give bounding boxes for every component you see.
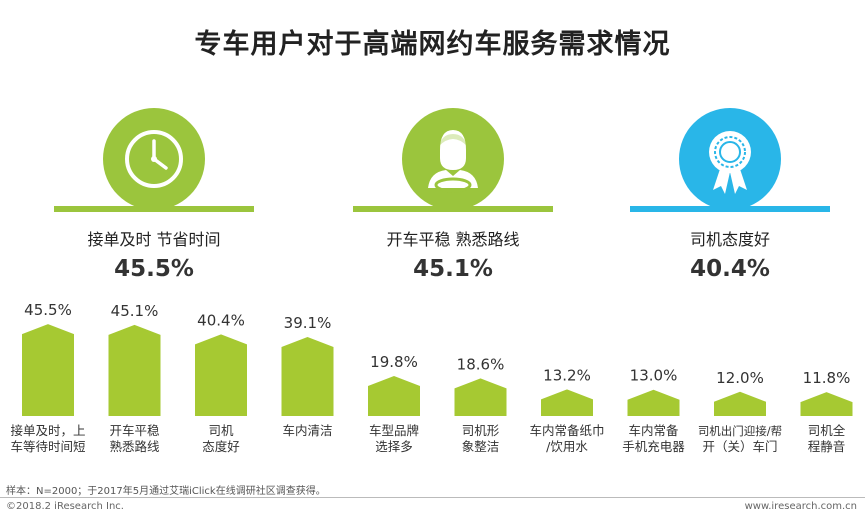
bar-10 [800,392,853,416]
category-label-2-line-1: 开车平稳 [109,423,160,438]
bar-9 [714,391,766,416]
award-ribbon-icon [709,131,751,194]
bar-4 [281,337,334,416]
driver-icon [428,130,478,193]
category-label-3-line-1: 司机 [208,423,234,438]
value-label-5: 19.8% [370,353,418,371]
category-label-5-line-2: 选择多 [375,439,413,454]
footnote: 样本：N=2000；于2017年5月通过艾瑞iClick在线调研社区调查获得。 [6,486,326,497]
category-label-5-line-1: 车型品牌 [369,423,419,438]
clock-icon [125,130,183,188]
bar-6 [454,378,507,416]
highlight-value: 40.4% [690,256,770,282]
value-label-10: 11.8% [803,369,851,387]
highlight-value: 45.1% [413,256,493,282]
value-label-8: 13.0% [630,367,678,385]
category-label-3-line-2: 态度好 [202,439,240,454]
value-label-6: 18.6% [457,355,505,373]
bar-8 [627,389,680,416]
category-label-4-line-1: 车内清洁 [282,423,332,438]
bar-1 [22,324,74,416]
highlight-label: 开车平稳 熟悉路线 [386,230,520,249]
category-label-9-line-1: 司机出门迎接/帮 [698,424,782,438]
value-label-7: 13.2% [543,366,591,384]
category-label-10-line-1: 司机全 [808,423,846,438]
highlight-label: 司机态度好 [689,230,770,249]
category-label-8-line-1: 车内常备 [628,423,679,438]
bar-7 [541,389,593,416]
driver-disc [402,108,504,210]
award-disc [679,108,781,210]
category-label-1-line-2: 车等待时间短 [10,439,85,454]
category-label-9-line-2: 开（关）车门 [702,439,777,454]
value-label-1: 45.5% [24,301,72,319]
category-label-6-line-1: 司机形 [462,423,500,438]
category-label-7-line-2: /饮用水 [546,439,588,454]
value-label-4: 39.1% [284,314,332,332]
category-label-1-line-1: 接单及时，上 [10,423,85,438]
bar-5 [368,376,420,416]
category-label-7-line-1: 车内常备纸巾 [529,423,604,438]
category-label-10-line-2: 程静音 [808,439,846,454]
highlight-underline [630,206,830,212]
value-label-2: 45.1% [111,302,159,320]
category-label-8-line-2: 手机充电器 [622,439,685,454]
highlight-label: 接单及时 节省时间 [87,230,221,249]
highlight-value: 45.5% [114,256,194,282]
highlight-underline [54,206,254,212]
value-label-3: 40.4% [197,311,245,329]
bar-3 [195,334,247,416]
value-label-9: 12.0% [716,369,764,387]
bar-2 [108,324,161,416]
page-title: 专车用户对于高端网约车服务需求情况 [194,29,671,60]
highlight-underline [353,206,553,212]
clock-disc [103,108,205,210]
website: www.iresearch.com.cn [744,501,857,512]
category-label-2-line-2: 熟悉路线 [109,439,160,454]
category-label-6-line-2: 象整洁 [462,439,500,454]
footer-divider [0,497,865,498]
copyright: ©2018.2 iResearch Inc. [6,501,124,512]
